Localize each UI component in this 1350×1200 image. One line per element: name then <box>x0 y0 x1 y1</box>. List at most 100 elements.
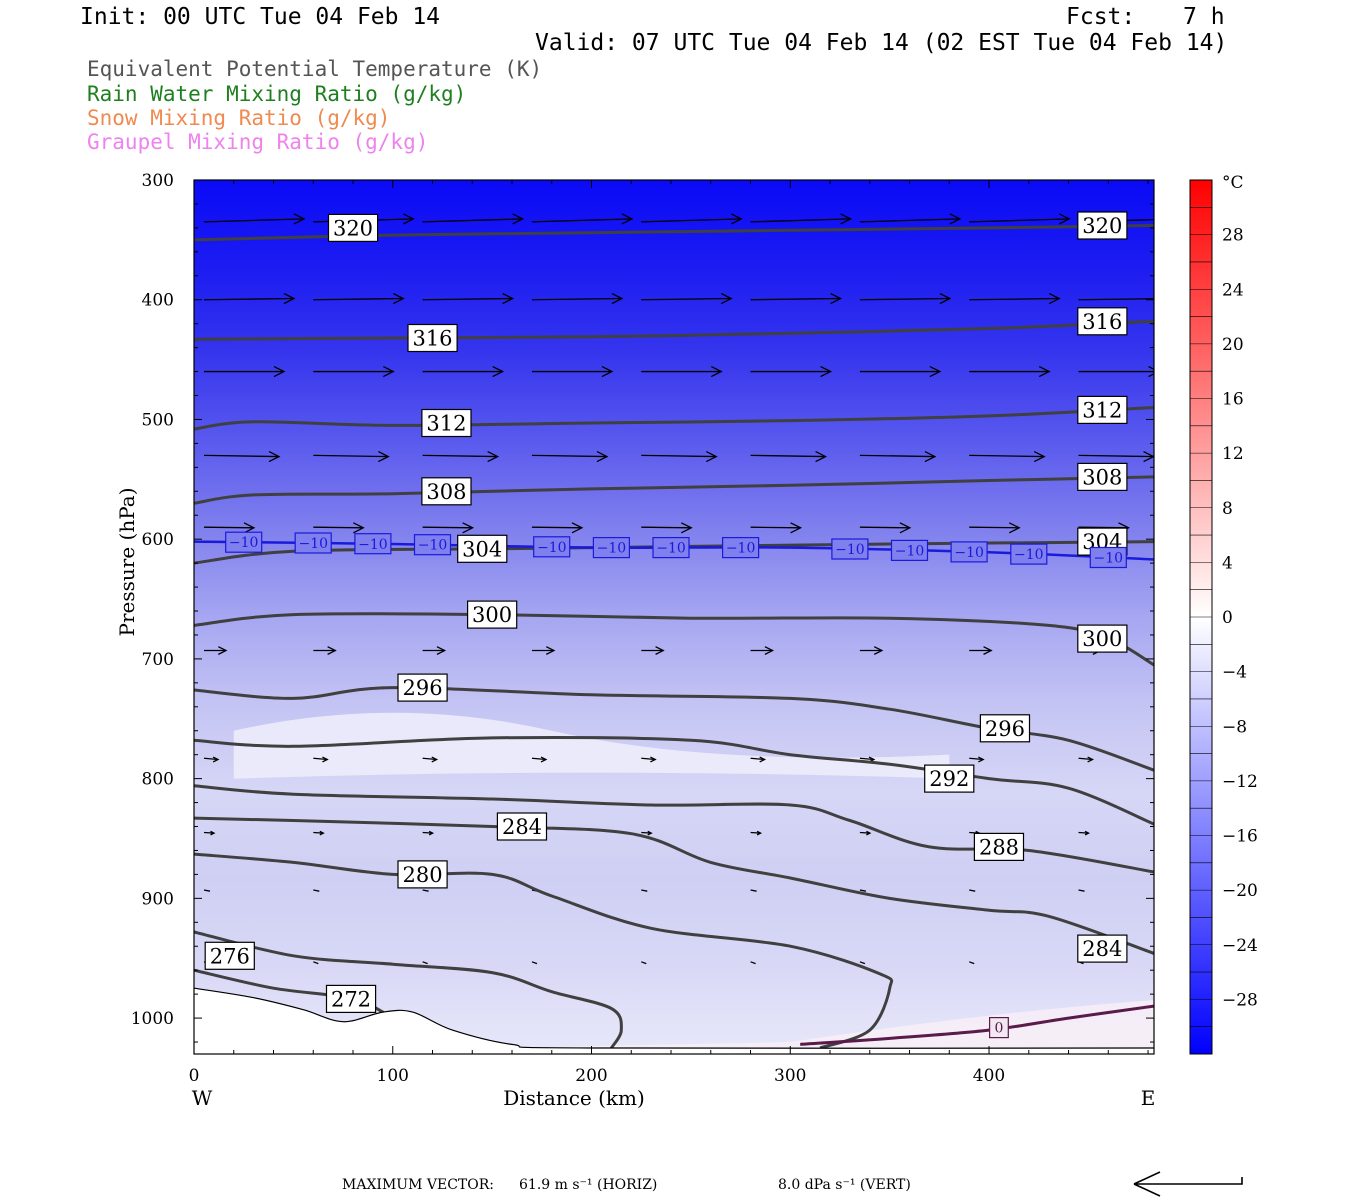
isotherm-label-minus-10: −10 <box>1010 543 1048 565</box>
wind-vector <box>641 365 723 378</box>
x-left-label: W <box>192 1086 213 1110</box>
wind-vector <box>313 522 365 534</box>
colorbar-tick-label: 0 <box>1222 608 1233 628</box>
svg-text:−10: −10 <box>835 542 865 558</box>
colorbar-tick-label: −16 <box>1222 827 1258 847</box>
wind-vector <box>422 889 429 892</box>
wind-vector <box>422 961 428 965</box>
colorbar-tick-label: −12 <box>1222 772 1258 792</box>
colorbar-tick-label: −8 <box>1222 717 1247 737</box>
wind-vector <box>203 292 296 305</box>
x-tick-label: 400 <box>973 1066 1005 1086</box>
wind-vector <box>422 830 435 836</box>
terrain-fill <box>194 988 1154 1054</box>
wind-vector <box>969 450 1046 463</box>
wind-vector <box>531 213 634 225</box>
svg-text:−10: −10 <box>954 545 984 561</box>
colorbar-tick-label: −20 <box>1222 881 1258 901</box>
y-tick-label: 700 <box>142 650 174 670</box>
colorbar-tick-label: −4 <box>1222 663 1247 683</box>
wind-vector <box>422 292 515 305</box>
theta-e-contour-276 <box>194 930 623 1049</box>
svg-text:−10: −10 <box>1014 547 1044 563</box>
wind-vector <box>422 365 505 378</box>
wind-vector <box>203 450 281 463</box>
wind-vector <box>750 646 775 655</box>
wind-vector <box>641 450 718 463</box>
wind-vector <box>531 450 609 463</box>
y-axis-title: Pressure (hPa) <box>115 488 139 637</box>
contour-label-296: 296 <box>979 714 1031 743</box>
colorbar-tick-label: 12 <box>1222 444 1244 464</box>
wind-vector <box>641 646 665 655</box>
wind-vector <box>313 961 319 965</box>
wind-vector <box>859 365 942 378</box>
svg-text:−10: −10 <box>229 535 259 551</box>
svg-text:308: 308 <box>426 480 466 504</box>
contour-label-300: 300 <box>467 600 518 629</box>
contour-label-284: 284 <box>1077 934 1128 963</box>
wind-vector <box>641 830 653 836</box>
contour-label-320: 320 <box>1077 211 1128 240</box>
cold-core-patch <box>233 712 950 779</box>
wind-vector <box>641 756 657 763</box>
colorbar-tick-label: 4 <box>1222 553 1233 573</box>
svg-text:300: 300 <box>1082 627 1122 651</box>
svg-text:−10: −10 <box>1094 551 1124 567</box>
wind-vector <box>969 889 976 892</box>
isotherm-label-minus-10: −10 <box>592 536 631 559</box>
wind-vector <box>422 213 525 225</box>
contour-label-304: 304 <box>457 534 508 563</box>
plot-frame <box>193 179 1155 1055</box>
svg-text:312: 312 <box>426 412 466 436</box>
wind-vector <box>750 830 763 836</box>
wind-vector <box>203 889 211 892</box>
x-right-label: E <box>1141 1086 1156 1110</box>
svg-text:320: 320 <box>1082 214 1122 238</box>
svg-text:304: 304 <box>462 537 502 561</box>
theta-e-contour-308 <box>194 475 1154 505</box>
wind-vector <box>313 646 337 655</box>
isotherm-label-minus-10: −10 <box>533 536 571 558</box>
wind-vector <box>641 961 647 965</box>
contour-label-280: 280 <box>397 860 448 889</box>
contour-label-300: 300 <box>1077 624 1128 653</box>
wind-vector <box>750 756 767 763</box>
isotherm-label-minus-10: −10 <box>354 533 392 555</box>
theta-e-contour-316 <box>194 319 1154 341</box>
x-tick-label: 300 <box>774 1066 806 1086</box>
wind-vector <box>531 522 584 534</box>
wind-vector <box>204 365 286 378</box>
wind-vector <box>1078 830 1090 836</box>
wind-vector <box>313 756 329 763</box>
isotherm-label-minus-10: −10 <box>890 539 929 562</box>
isotherm-label-minus-10: −10 <box>294 532 332 554</box>
wind-vectors <box>203 213 1154 965</box>
contour-label-292: 292 <box>924 764 975 793</box>
isotherm-label-minus-10: −10 <box>950 541 988 563</box>
y-tick-label: 1000 <box>131 1009 174 1029</box>
colorbar-tick-label: 24 <box>1222 280 1244 300</box>
field-label-theta-e: Equivalent Potential Temperature (K) <box>87 57 543 81</box>
terrain-mask <box>193 987 1155 1054</box>
wind-vector <box>313 889 320 892</box>
wind-vector <box>969 646 993 655</box>
isotherm-label-minus-10: −10 <box>1089 546 1127 569</box>
y-tick-label: 600 <box>142 530 174 550</box>
valid-time: Valid: 07 UTC Tue 04 Feb 14 (02 EST Tue … <box>535 30 1228 56</box>
svg-text:−10: −10 <box>418 538 448 554</box>
wind-vector <box>531 756 548 763</box>
wind-vector <box>203 756 220 763</box>
contour-label-312: 312 <box>1077 395 1128 424</box>
contour-label-316: 316 <box>1077 307 1128 336</box>
isotherm-label-minus-10: −10 <box>225 531 263 553</box>
wind-vector <box>859 522 912 534</box>
svg-text:272: 272 <box>331 988 371 1012</box>
svg-text:284: 284 <box>502 815 542 839</box>
wind-vector <box>641 213 743 225</box>
isotherm-label-0: 0 <box>988 1016 1009 1039</box>
wind-vector <box>1078 756 1094 763</box>
wind-vector <box>1078 365 1154 378</box>
colorbar-tick-label: 16 <box>1222 390 1244 410</box>
